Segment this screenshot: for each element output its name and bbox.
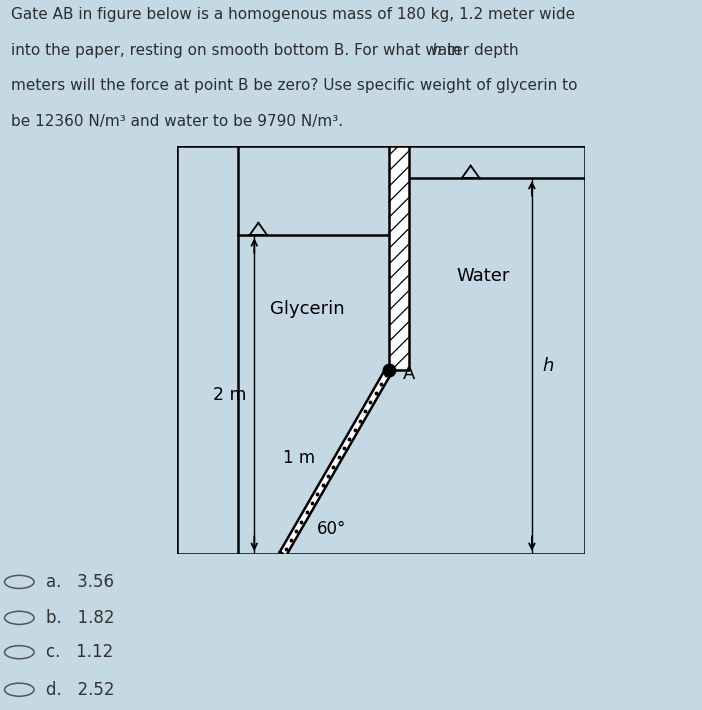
Text: Gate AB in figure below is a homogenous mass of 180 kg, 1.2 meter wide: Gate AB in figure below is a homogenous …: [11, 7, 575, 22]
Text: h: h: [432, 43, 442, 58]
Bar: [389, 146, 409, 370]
Text: A: A: [403, 365, 416, 383]
Text: be 12360 N/m³ and water to be 9790 N/m³.: be 12360 N/m³ and water to be 9790 N/m³.: [11, 114, 343, 129]
Text: h: h: [542, 357, 553, 375]
Text: 1 m: 1 m: [283, 449, 315, 467]
Text: 60°: 60°: [317, 520, 347, 538]
Text: in: in: [442, 43, 461, 58]
Text: meters will the force at point B be zero? Use specific weight of glycerin to: meters will the force at point B be zero…: [11, 78, 577, 93]
Text: 2 m: 2 m: [213, 386, 246, 403]
Polygon shape: [280, 368, 392, 556]
Text: Water: Water: [456, 267, 510, 285]
Text: into the paper, resting on smooth bottom B. For what water depth: into the paper, resting on smooth bottom…: [11, 43, 523, 58]
Text: a.   3.56: a. 3.56: [46, 573, 114, 591]
Text: c.   1.12: c. 1.12: [46, 643, 113, 661]
Text: d.   2.52: d. 2.52: [46, 681, 114, 699]
Text: Glycerin: Glycerin: [270, 300, 345, 318]
Text: b.   1.82: b. 1.82: [46, 609, 114, 627]
